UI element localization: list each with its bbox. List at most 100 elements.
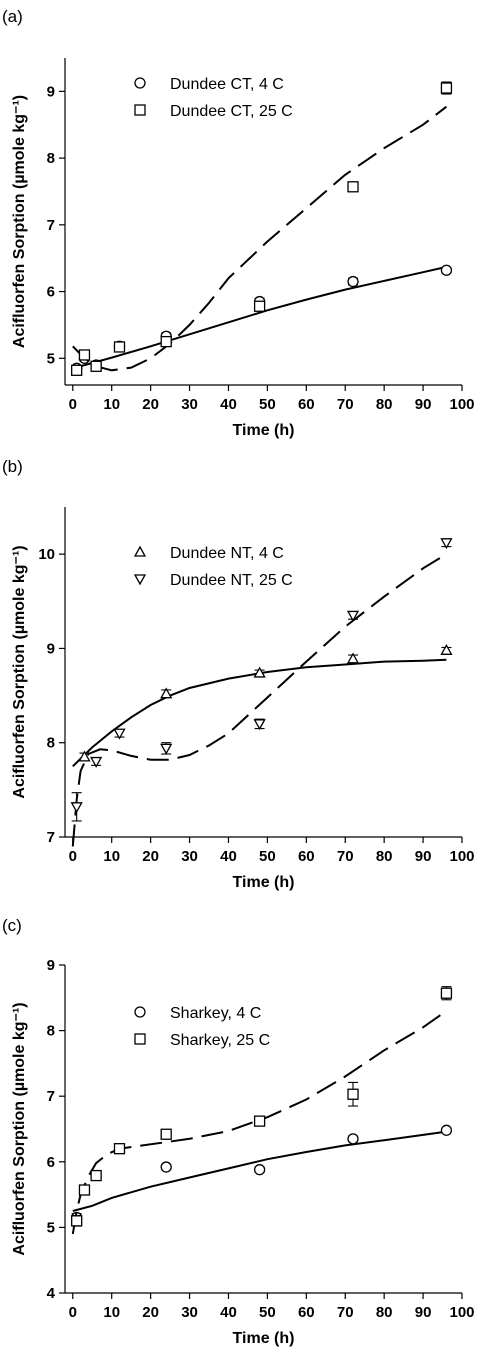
y-tick-label: 10 — [38, 546, 55, 563]
legend-entry: Dundee CT, 4 C — [170, 76, 284, 93]
data-point-triangle-up — [160, 687, 173, 699]
data-point-triangle-down — [253, 719, 266, 731]
data-point-triangle-down — [70, 802, 83, 814]
panel-a: (a) 0 10 20 30 40 50 60 70 80 90 100 5 6 7 8 9 Time (h) Ac… — [2, 7, 475, 439]
x-tick-label: 20 — [142, 1304, 159, 1321]
x-axis-title: Time (h) — [233, 1330, 295, 1347]
y-tick-label: 4 — [47, 1285, 56, 1302]
x-tick-label: 0 — [69, 1304, 77, 1321]
data-point-square — [347, 181, 359, 193]
data-point-square — [71, 1215, 83, 1227]
data-point-square — [78, 1184, 91, 1196]
x-tick-label: 10 — [103, 848, 120, 865]
y-axis-title: Acifluorfen Sorption (µmole kg⁻¹) — [11, 1002, 28, 1255]
data-point-square — [113, 341, 126, 353]
y-tick-label: 7 — [47, 217, 55, 234]
y-tick-label: 8 — [47, 150, 55, 167]
legend-entry: Sharkey, 25 C — [170, 1032, 270, 1049]
y-tick-label: 5 — [47, 1219, 55, 1236]
y-tick-label: 8 — [47, 1023, 55, 1040]
x-tick-label: 70 — [337, 1304, 354, 1321]
panel-b: (b) 0 10 20 30 40 50 60 70 80 90 100 7 8 9 10 Time (h) Ac… — [2, 457, 475, 891]
data-point-square — [440, 82, 453, 94]
legend-marker-circle — [134, 1006, 146, 1018]
legend-marker-square — [134, 104, 146, 116]
y-tick-label: 6 — [47, 284, 55, 301]
x-tick-label: 80 — [376, 1304, 393, 1321]
fit-curve-dashed — [71, 553, 447, 847]
x-tick-label: 70 — [337, 848, 354, 865]
data-point-square — [160, 335, 172, 348]
x-tick-label: 10 — [103, 396, 120, 413]
data-point-triangle-up — [440, 643, 453, 655]
y-tick-label: 8 — [47, 735, 55, 752]
y-tick-label: 7 — [47, 829, 55, 846]
x-tick-label: 100 — [449, 1304, 474, 1321]
data-point-square — [253, 1115, 266, 1127]
data-point-square — [113, 1143, 126, 1155]
y-tick-label: 7 — [47, 1088, 55, 1105]
x-tick-label: 100 — [449, 848, 474, 865]
x-tick-label: 20 — [142, 396, 159, 413]
fit-curve-solid — [72, 1130, 447, 1212]
x-tick-label: 10 — [103, 1304, 120, 1321]
y-tick-label: 5 — [47, 350, 55, 367]
x-tick-label: 50 — [259, 1304, 276, 1321]
x-tick-label: 60 — [298, 848, 315, 865]
y-tick-label: 6 — [47, 1154, 55, 1171]
data-point-square — [71, 364, 83, 376]
x-tick-label: 90 — [415, 396, 432, 413]
x-axis-title: Time (h) — [233, 422, 295, 439]
data-point-triangle-down — [346, 610, 360, 622]
data-point-square — [90, 1169, 102, 1182]
legend-marker-triangle-up — [133, 545, 147, 557]
fit-curve-dashed — [71, 1010, 447, 1235]
legend-marker-triangle-down — [133, 574, 147, 586]
data-point-circle — [347, 275, 359, 288]
legend-entry: Dundee CT, 25 C — [170, 103, 293, 120]
data-point-circle — [253, 1164, 266, 1176]
y-axis-title: Acifluorfen Sorption (µmole kg⁻¹) — [11, 545, 28, 798]
legend-entry: Dundee NT, 4 C — [170, 545, 284, 562]
legend-entry: Sharkey, 4 C — [170, 1005, 261, 1022]
y-tick-label: 9 — [47, 957, 55, 974]
x-tick-label: 40 — [220, 1304, 237, 1321]
x-tick-label: 90 — [415, 848, 432, 865]
x-tick-label: 80 — [376, 396, 393, 413]
data-point-triangle-down — [90, 756, 103, 768]
x-tick-label: 50 — [259, 396, 276, 413]
data-point-triangle-up — [78, 750, 91, 762]
legend-marker-square — [134, 1033, 146, 1045]
x-tick-label: 40 — [220, 396, 237, 413]
data-point-square — [78, 349, 91, 361]
x-tick-label: 40 — [220, 848, 237, 865]
x-tick-label: 0 — [69, 848, 77, 865]
data-point-circle — [440, 264, 453, 276]
data-point-circle — [347, 1133, 359, 1145]
data-point-circle — [440, 1124, 453, 1136]
data-point-triangle-up — [346, 652, 360, 664]
legend-marker-circle — [134, 77, 146, 89]
panel-label: (a) — [2, 7, 23, 26]
x-tick-label: 30 — [181, 848, 198, 865]
y-axis-title: Acifluorfen Sorption (µmole kg⁻¹) — [11, 95, 28, 348]
y-tick-label: 9 — [47, 640, 55, 657]
data-point-square — [347, 1088, 359, 1100]
x-tick-label: 20 — [142, 848, 159, 865]
fit-curve-dashed — [72, 105, 448, 372]
panel-c: (c) 0 10 20 30 40 50 60 70 80 90 100 4 5 6 7 8 9 Time (h) A… — [2, 916, 475, 1347]
panel-label: (b) — [2, 457, 23, 476]
panel-label: (c) — [2, 916, 22, 935]
data-point-triangle-down — [113, 728, 126, 740]
y-tick-label: 9 — [47, 83, 55, 100]
x-axis-title: Time (h) — [233, 874, 295, 891]
x-tick-label: 70 — [337, 396, 354, 413]
x-tick-label: 90 — [415, 1304, 432, 1321]
data-point-square — [90, 360, 102, 372]
data-point-triangle-up — [253, 666, 266, 678]
data-point-triangle-down — [440, 538, 453, 550]
fit-curve-solid — [72, 265, 447, 370]
x-tick-label: 80 — [376, 848, 393, 865]
data-point-square — [160, 1128, 172, 1140]
